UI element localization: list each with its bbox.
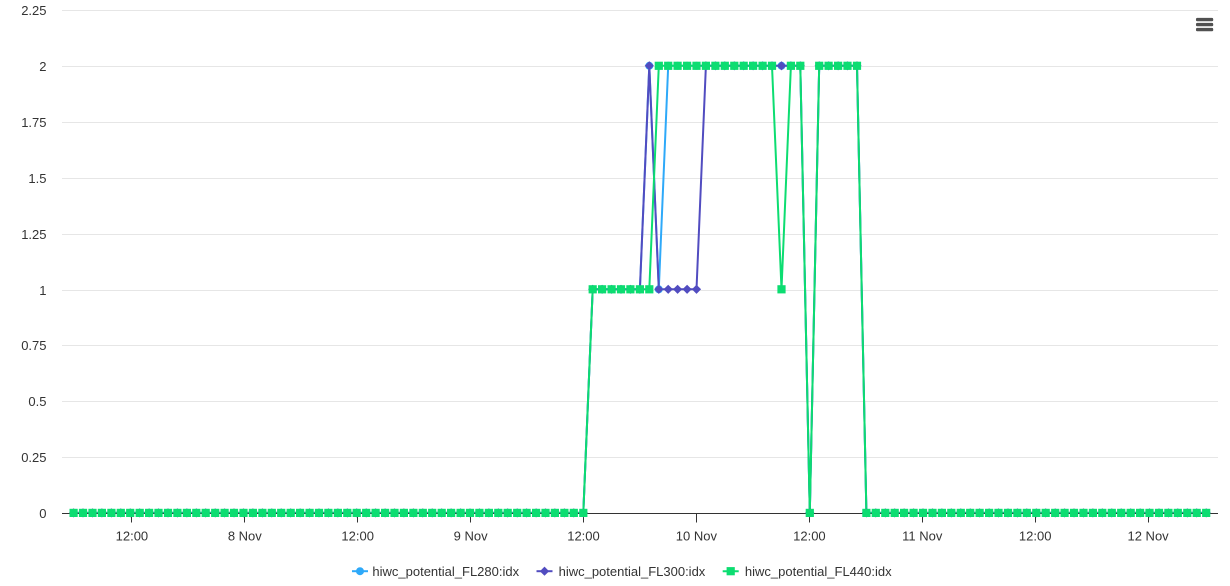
svg-text:12:00: 12:00 (567, 529, 600, 544)
svg-text:12:00: 12:00 (1019, 529, 1052, 544)
svg-text:0.75: 0.75 (21, 338, 46, 353)
svg-text:0.25: 0.25 (21, 450, 46, 465)
svg-text:8 Nov: 8 Nov (228, 529, 262, 544)
svg-text:11 Nov: 11 Nov (902, 529, 943, 544)
svg-text:0: 0 (39, 506, 46, 521)
svg-text:1.25: 1.25 (21, 227, 46, 242)
svg-text:1.75: 1.75 (21, 115, 46, 130)
svg-text:2.25: 2.25 (21, 3, 46, 18)
svg-text:12:00: 12:00 (341, 529, 374, 544)
svg-text:hiwc_potential_FL280:idx: hiwc_potential_FL280:idx (372, 564, 519, 579)
svg-text:12:00: 12:00 (793, 529, 826, 544)
svg-text:hiwc_potential_FL440:idx: hiwc_potential_FL440:idx (745, 564, 892, 579)
svg-text:hiwc_potential_FL300:idx: hiwc_potential_FL300:idx (559, 564, 706, 579)
svg-text:9 Nov: 9 Nov (454, 529, 488, 544)
svg-text:2: 2 (39, 59, 46, 74)
svg-text:12 Nov: 12 Nov (1127, 529, 1169, 544)
svg-text:12:00: 12:00 (116, 529, 149, 544)
svg-text:10 Nov: 10 Nov (676, 529, 718, 544)
svg-text:1: 1 (39, 283, 46, 298)
svg-text:1.5: 1.5 (28, 171, 46, 186)
svg-text:0.5: 0.5 (28, 394, 46, 409)
